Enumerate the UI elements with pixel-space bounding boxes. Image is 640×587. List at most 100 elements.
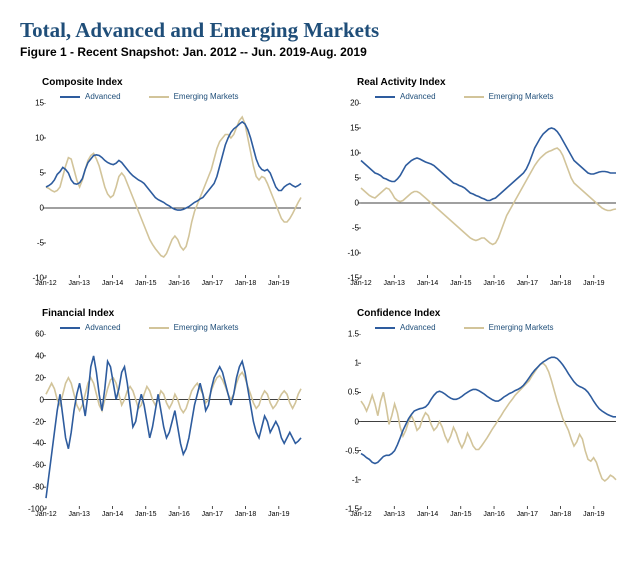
legend-label-emerging: Emerging Markets — [489, 92, 554, 101]
y-tick-label: -1 — [337, 475, 359, 484]
legend-swatch-emerging — [464, 327, 484, 329]
y-tick-label: 40 — [22, 351, 44, 360]
x-tick-label: Jan-17 — [517, 280, 538, 287]
chart-area: -100-80-60-40-200204060Jan-12Jan-13Jan-1… — [20, 334, 305, 509]
y-tick-label: 1 — [337, 359, 359, 368]
y-tick-label: 1.5 — [337, 330, 359, 339]
x-tick-label: Jan-14 — [417, 280, 438, 287]
legend-swatch-advanced — [60, 96, 80, 98]
y-tick-label: -60 — [22, 461, 44, 470]
legend-label-emerging: Emerging Markets — [489, 323, 554, 332]
panel-title: Confidence Index — [357, 308, 620, 319]
chart-area: -10-5051015Jan-12Jan-13Jan-14Jan-15Jan-1… — [20, 103, 305, 278]
chart-area: -1.5-1-0.500.511.5Jan-12Jan-13Jan-14Jan-… — [335, 334, 620, 509]
chart-svg — [335, 334, 620, 511]
x-tick-label: Jan-14 — [102, 511, 123, 518]
panel-title: Composite Index — [42, 77, 305, 88]
legend: Advanced Emerging Markets — [375, 323, 620, 332]
legend-swatch-emerging — [149, 96, 169, 98]
y-tick-label: 0 — [22, 204, 44, 213]
y-tick-label: -40 — [22, 439, 44, 448]
x-tick-label: Jan-14 — [417, 511, 438, 518]
x-tick-label: Jan-16 — [168, 511, 189, 518]
legend-label-advanced: Advanced — [400, 92, 436, 101]
x-tick-label: Jan-15 — [450, 280, 471, 287]
x-tick-label: Jan-13 — [384, 511, 405, 518]
x-tick-label: Jan-17 — [202, 511, 223, 518]
x-tick-label: Jan-18 — [235, 280, 256, 287]
y-tick-label: -20 — [22, 417, 44, 426]
legend-swatch-emerging — [464, 96, 484, 98]
y-tick-label: 20 — [337, 99, 359, 108]
legend-emerging: Emerging Markets — [464, 92, 554, 101]
legend-label-emerging: Emerging Markets — [174, 323, 239, 332]
y-tick-label: -0.5 — [337, 446, 359, 455]
legend-emerging: Emerging Markets — [149, 92, 239, 101]
legend: Advanced Emerging Markets — [60, 323, 305, 332]
series-advanced — [361, 128, 616, 201]
legend-emerging: Emerging Markets — [149, 323, 239, 332]
x-tick-label: Jan-17 — [517, 511, 538, 518]
x-tick-label: Jan-18 — [550, 511, 571, 518]
legend-swatch-advanced — [375, 96, 395, 98]
x-tick-label: Jan-13 — [69, 511, 90, 518]
y-tick-label: 10 — [22, 134, 44, 143]
x-tick-label: Jan-16 — [483, 511, 504, 518]
y-tick-label: 10 — [337, 149, 359, 158]
y-tick-label: 0.5 — [337, 388, 359, 397]
x-tick-label: Jan-15 — [135, 280, 156, 287]
series-emerging — [46, 117, 301, 257]
y-tick-label: -10 — [337, 249, 359, 258]
y-tick-label: 15 — [337, 124, 359, 133]
x-tick-label: Jan-19 — [583, 280, 604, 287]
panel-real_activity: Real Activity Index Advanced Emerging Mark… — [335, 77, 620, 278]
legend-advanced: Advanced — [60, 92, 121, 101]
chart-svg — [335, 103, 620, 280]
chart-svg — [20, 103, 305, 280]
x-tick-label: Jan-18 — [235, 511, 256, 518]
legend-label-advanced: Advanced — [400, 323, 436, 332]
main-title: Total, Advanced and Emerging Markets — [20, 18, 620, 43]
x-tick-label: Jan-15 — [135, 511, 156, 518]
series-emerging — [361, 148, 616, 245]
x-tick-label: Jan-12 — [35, 280, 56, 287]
legend-advanced: Advanced — [375, 92, 436, 101]
x-tick-label: Jan-12 — [350, 280, 371, 287]
chart-svg — [20, 334, 305, 511]
y-tick-label: -80 — [22, 483, 44, 492]
x-tick-label: Jan-12 — [350, 511, 371, 518]
x-tick-label: Jan-18 — [550, 280, 571, 287]
y-tick-label: 0 — [337, 199, 359, 208]
subtitle: Figure 1 - Recent Snapshot: Jan. 2012 --… — [20, 45, 620, 59]
legend-advanced: Advanced — [375, 323, 436, 332]
chart-area: -15-10-505101520Jan-12Jan-13Jan-14Jan-15… — [335, 103, 620, 278]
y-tick-label: -5 — [337, 224, 359, 233]
series-advanced — [46, 356, 301, 498]
series-advanced — [361, 357, 616, 463]
legend: Advanced Emerging Markets — [375, 92, 620, 101]
y-tick-label: 20 — [22, 373, 44, 382]
x-tick-label: Jan-14 — [102, 280, 123, 287]
legend-advanced: Advanced — [60, 323, 121, 332]
panel-confidence: Confidence Index Advanced Emerging Markets… — [335, 308, 620, 509]
y-tick-label: 0 — [337, 417, 359, 426]
x-tick-label: Jan-13 — [69, 280, 90, 287]
panel-title: Real Activity Index — [357, 77, 620, 88]
panel-financial: Financial Index Advanced Emerging Markets -… — [20, 308, 305, 509]
series-emerging — [361, 363, 616, 481]
x-tick-label: Jan-12 — [35, 511, 56, 518]
x-tick-label: Jan-16 — [168, 280, 189, 287]
x-tick-label: Jan-17 — [202, 280, 223, 287]
legend-swatch-advanced — [60, 327, 80, 329]
y-tick-label: 0 — [22, 395, 44, 404]
legend-swatch-emerging — [149, 327, 169, 329]
panel-title: Financial Index — [42, 308, 305, 319]
x-tick-label: Jan-13 — [384, 280, 405, 287]
legend-label-advanced: Advanced — [85, 92, 121, 101]
x-tick-label: Jan-19 — [583, 511, 604, 518]
legend-label-advanced: Advanced — [85, 323, 121, 332]
x-tick-label: Jan-15 — [450, 511, 471, 518]
series-advanced — [46, 122, 301, 210]
x-tick-label: Jan-16 — [483, 280, 504, 287]
y-tick-label: 60 — [22, 330, 44, 339]
